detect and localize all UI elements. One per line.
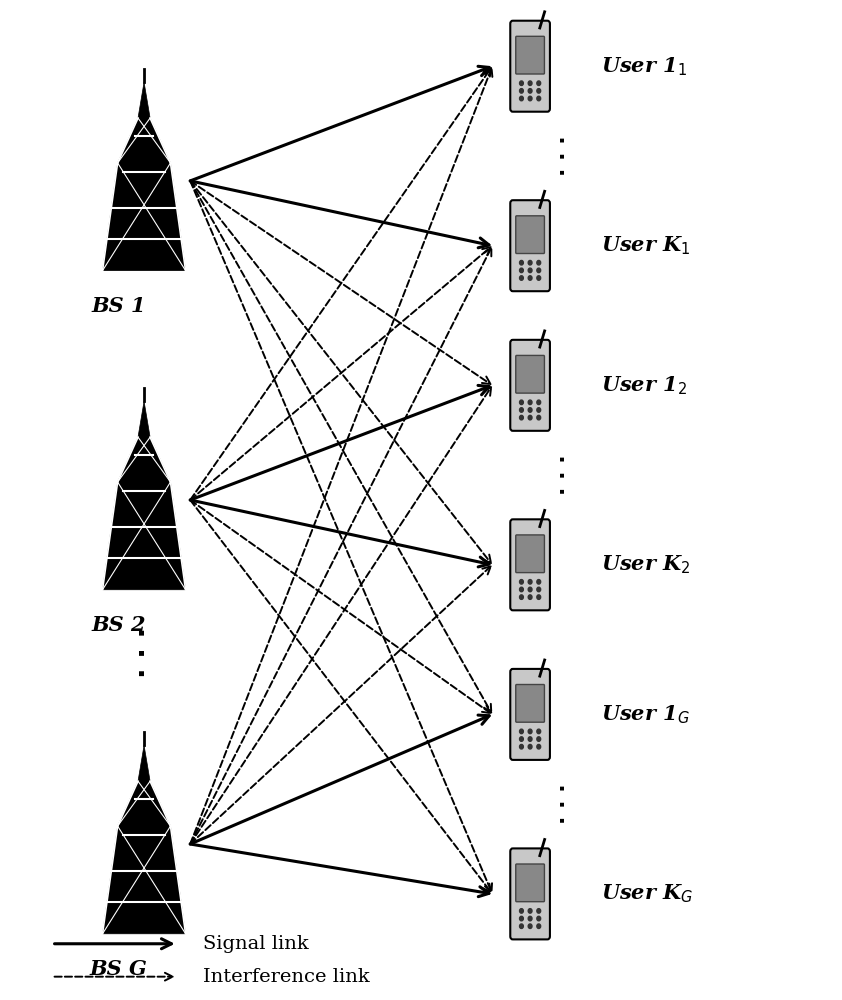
Circle shape [520,260,524,265]
Circle shape [528,595,532,599]
Polygon shape [103,401,185,590]
Circle shape [528,89,532,93]
Circle shape [537,400,541,405]
Circle shape [528,96,532,101]
Text: User 1$_{1}$: User 1$_{1}$ [601,55,688,78]
Circle shape [528,587,532,592]
Circle shape [528,580,532,584]
Text: User 1$_{G}$: User 1$_{G}$ [601,703,690,726]
Circle shape [528,729,532,734]
Circle shape [537,729,541,734]
FancyBboxPatch shape [510,519,550,610]
Circle shape [528,260,532,265]
Circle shape [520,737,524,741]
Text: · · ·: · · · [554,455,573,495]
FancyBboxPatch shape [516,355,545,393]
Text: · · ·: · · · [554,784,573,824]
Circle shape [528,268,532,273]
FancyBboxPatch shape [510,848,550,939]
Text: BS G: BS G [90,959,148,979]
Circle shape [528,276,532,280]
FancyBboxPatch shape [516,685,545,722]
Circle shape [537,268,541,273]
Polygon shape [103,745,185,934]
Circle shape [520,96,524,101]
Circle shape [528,415,532,420]
Text: BS 1: BS 1 [92,296,147,316]
Text: BS 2: BS 2 [92,615,147,635]
Circle shape [537,580,541,584]
Circle shape [520,587,524,592]
Circle shape [537,587,541,592]
FancyBboxPatch shape [516,535,545,573]
Circle shape [537,924,541,928]
Circle shape [537,909,541,913]
Text: User K$_{2}$: User K$_{2}$ [601,554,691,576]
Circle shape [520,268,524,273]
Circle shape [537,415,541,420]
Circle shape [537,89,541,93]
Circle shape [520,924,524,928]
Circle shape [528,916,532,921]
FancyBboxPatch shape [516,36,545,74]
Circle shape [528,924,532,928]
Circle shape [537,96,541,101]
Circle shape [528,408,532,412]
FancyBboxPatch shape [510,200,550,291]
Text: Signal link: Signal link [203,935,308,953]
Circle shape [520,408,524,412]
Circle shape [520,909,524,913]
Circle shape [537,276,541,280]
Circle shape [528,744,532,749]
Circle shape [537,737,541,741]
Text: User K$_{1}$: User K$_{1}$ [601,234,691,257]
Circle shape [537,408,541,412]
Circle shape [520,400,524,405]
Circle shape [528,909,532,913]
Circle shape [520,580,524,584]
Text: Interference link: Interference link [203,968,370,986]
Circle shape [520,81,524,85]
Text: · · ·: · · · [130,627,158,678]
Circle shape [537,81,541,85]
Circle shape [537,744,541,749]
Circle shape [520,744,524,749]
Circle shape [528,737,532,741]
Text: User 1$_{2}$: User 1$_{2}$ [601,374,688,397]
Circle shape [520,415,524,420]
Circle shape [520,916,524,921]
Circle shape [537,260,541,265]
Circle shape [520,595,524,599]
Text: User K$_{G}$: User K$_{G}$ [601,883,694,905]
Circle shape [520,729,524,734]
FancyBboxPatch shape [516,864,545,902]
Text: · · ·: · · · [554,136,573,176]
Polygon shape [103,82,185,271]
Circle shape [537,595,541,599]
FancyBboxPatch shape [510,340,550,431]
Circle shape [528,400,532,405]
FancyBboxPatch shape [516,216,545,254]
Circle shape [520,276,524,280]
FancyBboxPatch shape [510,669,550,760]
Circle shape [528,81,532,85]
FancyBboxPatch shape [510,21,550,112]
Circle shape [520,89,524,93]
Circle shape [537,916,541,921]
